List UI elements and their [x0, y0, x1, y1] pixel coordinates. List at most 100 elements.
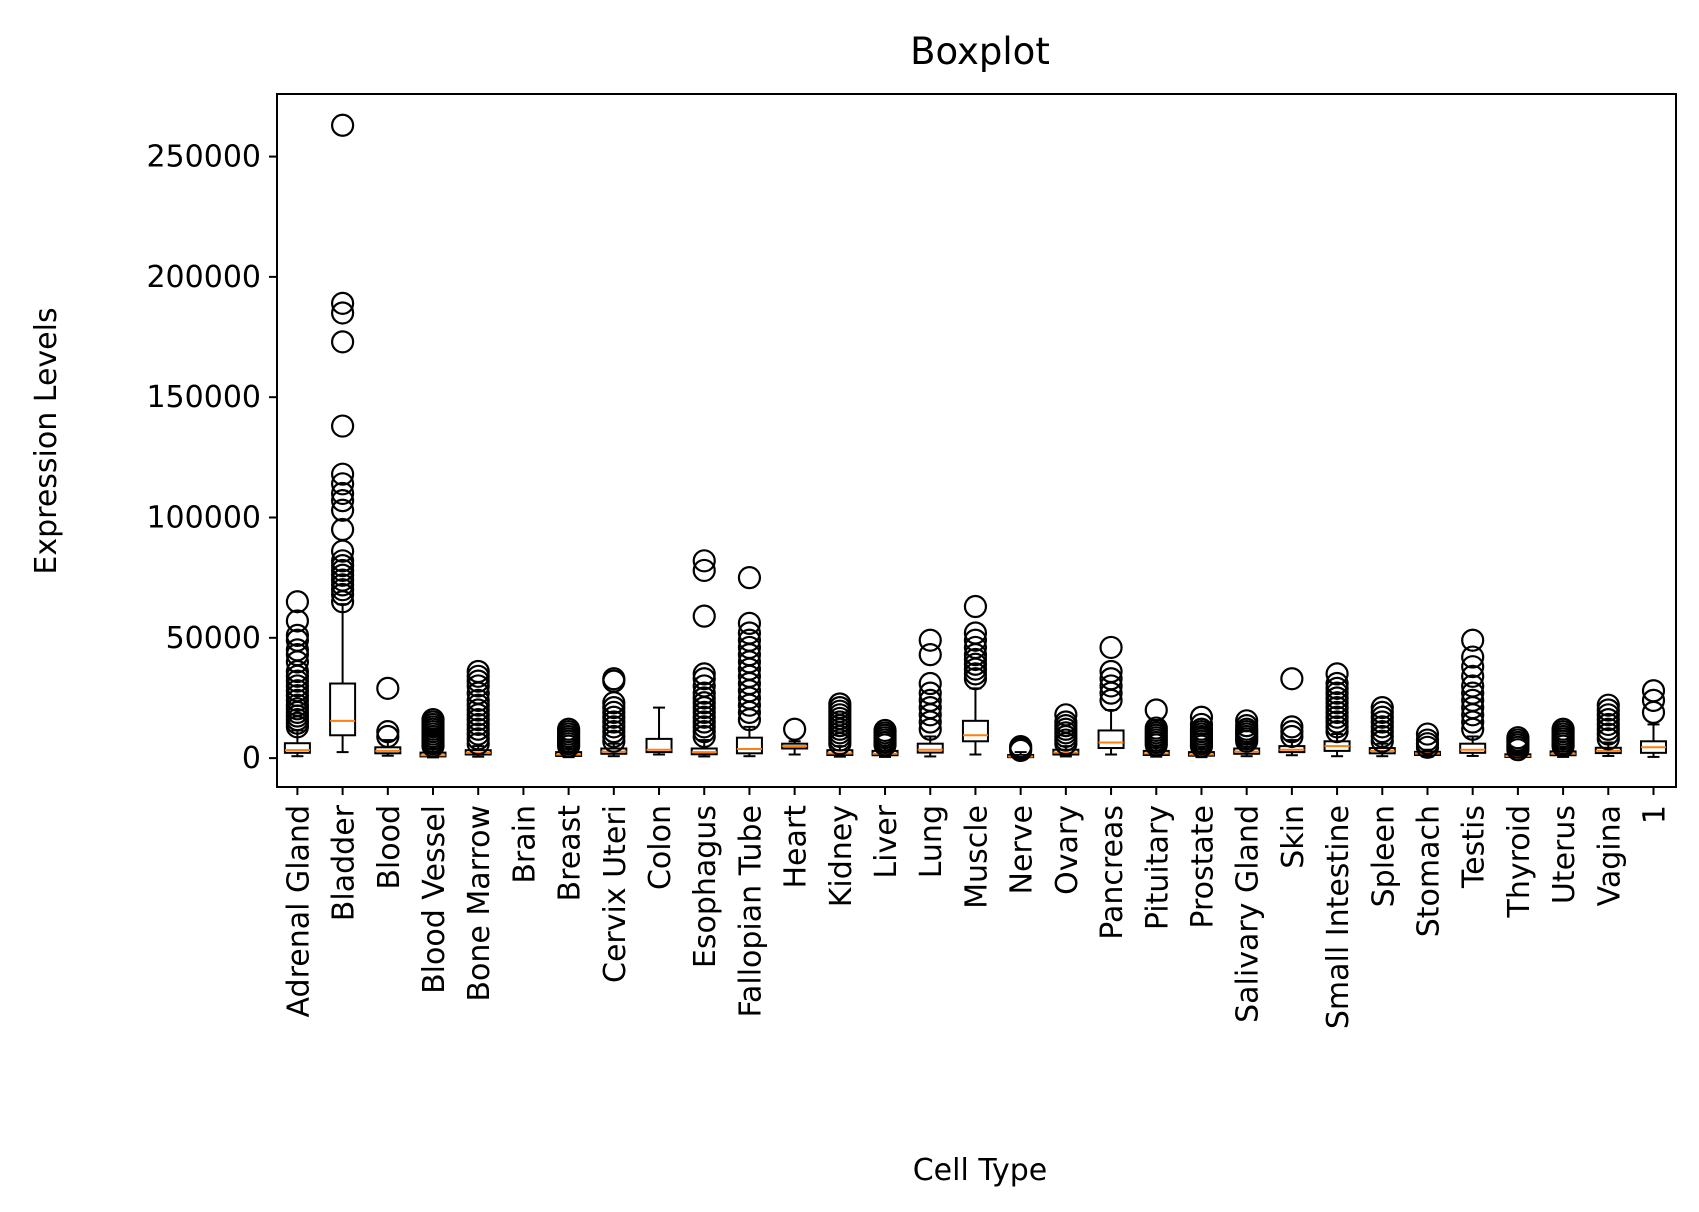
box-group [283, 590, 311, 758]
flier-point [1596, 693, 1620, 717]
flier-point [421, 708, 445, 732]
flier-point [331, 549, 355, 573]
flier-point [963, 621, 988, 645]
x-tick-label: Muscle [959, 805, 994, 909]
box-group [419, 708, 447, 759]
x-tick-label: Salivary Gland [1231, 805, 1266, 1023]
box-group [1323, 662, 1351, 758]
box [1459, 742, 1487, 754]
flier-point [1189, 705, 1214, 729]
flier-point [331, 301, 355, 325]
box [283, 742, 311, 754]
flier-point [1099, 674, 1123, 698]
y-tick-label: 50000 [166, 621, 261, 656]
flier-point [1325, 671, 1349, 696]
flier-point [963, 628, 988, 652]
x-tick-label: Bone Marrow [462, 805, 497, 1002]
flier-point [602, 667, 626, 691]
x-tick-label: Pituitary [1140, 805, 1175, 930]
flier-point [331, 330, 355, 354]
x-tick-label: Cervix Uteri [598, 805, 633, 983]
flier-point [1461, 628, 1485, 652]
flier-point [331, 462, 355, 486]
flier-point [285, 609, 309, 633]
box-group [1052, 703, 1080, 758]
box-group [1142, 698, 1170, 758]
flier-point [1461, 645, 1485, 669]
box-group [374, 676, 402, 757]
x-tick-label: Vagina [1592, 805, 1627, 906]
box-group [690, 549, 718, 758]
flier-point [466, 688, 490, 712]
x-tick-label: Prostate [1185, 805, 1220, 929]
box-group [1549, 717, 1577, 758]
x-tick-label: Heart [779, 805, 814, 889]
plot-frame [276, 93, 1677, 788]
box-group [1413, 722, 1441, 759]
flier-point [963, 594, 988, 619]
box-group [1187, 705, 1215, 759]
flier-point [1461, 674, 1485, 698]
flier-point [1461, 681, 1485, 705]
flier-point [331, 113, 355, 137]
flier-point [1280, 715, 1304, 739]
flier-point [1099, 659, 1123, 684]
x-tick-label: Breast [553, 805, 588, 902]
x-tick-label: Adrenal Gland [281, 805, 316, 1017]
box [329, 682, 357, 737]
flier-point [1461, 655, 1485, 679]
x-tick-label: Kidney [824, 805, 859, 907]
x-tick-label: Blood Vessel [417, 805, 452, 994]
box-group [600, 667, 628, 758]
flier-point [737, 611, 762, 635]
flier-point [1641, 688, 1666, 712]
box-group [735, 566, 763, 758]
box-group [1368, 695, 1396, 758]
box-group [1278, 667, 1306, 757]
flier-point [331, 517, 355, 542]
box-group [826, 692, 854, 758]
x-tick-label: Colon [643, 805, 678, 890]
x-tick-label: Ovary [1050, 805, 1085, 895]
x-tick-label: Spleen [1366, 805, 1401, 907]
flier-point [1189, 712, 1214, 737]
flier-point [692, 662, 716, 686]
flier-point [1415, 722, 1440, 746]
x-tick-label: Fallopian Tube [733, 805, 768, 1018]
flier-point [918, 671, 942, 696]
flier-point [376, 676, 400, 700]
flier-point [918, 628, 942, 652]
flier-point [963, 635, 988, 660]
flier-point [783, 717, 807, 741]
flier-point [737, 566, 762, 590]
x-tick-label: Pancreas [1095, 805, 1130, 940]
y-axis-label: Expression Levels [29, 307, 64, 574]
x-tick-label: Thyroid [1502, 805, 1537, 919]
box-group [645, 706, 673, 756]
flier-point [1099, 635, 1123, 660]
x-axis-label: Cell Type [913, 1153, 1048, 1188]
flier-point [1280, 667, 1304, 691]
flier-point [828, 692, 852, 716]
flier-point [285, 638, 309, 662]
box [961, 719, 989, 743]
flier-point [1551, 717, 1575, 741]
flier-point [1099, 667, 1123, 691]
x-tick-label: Skin [1276, 805, 1311, 869]
box-group [329, 113, 357, 754]
flier-point [873, 718, 897, 743]
y-axis-ticks: 0 50000 100000 150000 200000 250000 [146, 140, 277, 776]
x-axis-ticks: Adrenal Gland Bladder Blood Blood Vessel Bon… [281, 787, 1673, 1029]
x-tick-label: Stomach [1411, 805, 1446, 937]
box-group [1097, 635, 1125, 756]
box-group [781, 717, 809, 756]
x-tick-label: Blood [372, 805, 407, 890]
box-group [1007, 734, 1035, 763]
flier-point [737, 621, 762, 645]
box [916, 742, 944, 754]
flier-point [692, 674, 716, 698]
flier-point [1235, 709, 1259, 733]
x-tick-label: Esophagus [688, 805, 723, 968]
flier-point [331, 489, 355, 513]
